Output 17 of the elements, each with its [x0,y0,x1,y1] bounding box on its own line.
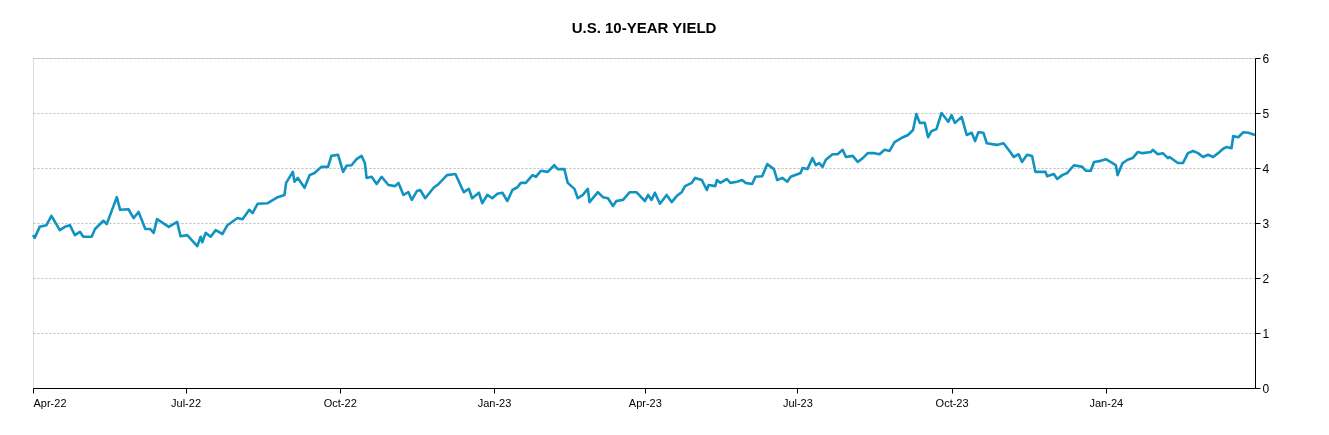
x-tick-label: Apr-23 [628,396,662,409]
x-tick-label: Oct-23 [935,396,969,409]
y-tick-label: 6 [1262,51,1270,66]
line-series [31,111,1257,248]
y-tick-label: 0 [1262,381,1270,396]
y-tick-label: 1 [1262,326,1270,341]
x-tick-label: Oct-22 [323,396,357,409]
y-tick-label: 4 [1262,161,1270,176]
x-tick-label: Jan-24 [1089,396,1124,409]
x-tick-label: Jul-23 [782,396,813,409]
x-tick-label: Apr-22 [33,396,67,409]
y-tick-label: 5 [1262,106,1270,121]
x-tick-label: Jul-22 [171,396,202,409]
x-tick-label: Jan-23 [477,396,512,409]
chart-title: U.S. 10-YEAR YIELD [571,19,717,36]
y-tick-label: 2 [1262,271,1270,286]
y-tick-label: 3 [1262,216,1270,231]
